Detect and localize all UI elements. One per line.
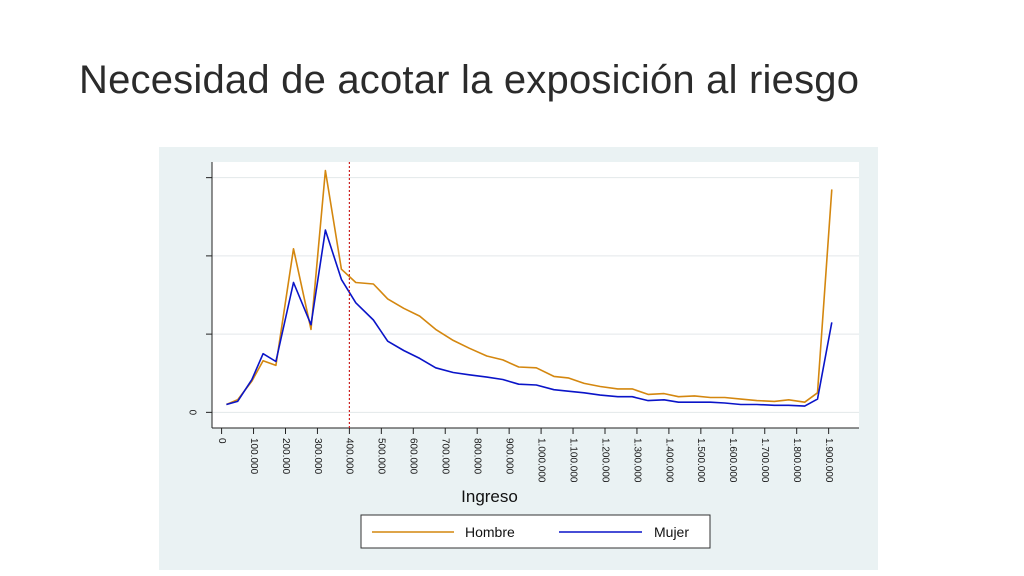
x-tick-label: 1.200.000	[599, 438, 610, 483]
x-tick-label: 1.300.000	[631, 438, 642, 483]
gridlines	[212, 177, 859, 413]
x-tick-label: 800.000	[472, 438, 483, 475]
x-tick-label: 1.500.000	[695, 438, 706, 483]
x-axis-title: Ingreso	[461, 487, 518, 506]
legend-label-hombre: Hombre	[465, 524, 515, 540]
legend: Hombre Mujer	[360, 514, 711, 549]
x-tick-label: 700.000	[440, 438, 451, 475]
x-tick-label: 1.900.000	[823, 438, 834, 483]
x-tick-label: 900.000	[504, 438, 515, 475]
slide-title: Necesidad de acotar la exposición al rie…	[79, 58, 860, 102]
x-tick-label: 1.600.000	[727, 438, 738, 483]
plot-area	[212, 162, 859, 428]
x-tick-label: 0	[216, 438, 227, 444]
x-tick-label: 1.000.000	[535, 438, 546, 483]
x-tick-label: 1.100.000	[567, 438, 578, 483]
income-line-chart: 0 0 100.000 200.000 300.000 400.000 500.000 600…	[189, 162, 859, 549]
x-tick-label: 1.800.000	[791, 438, 802, 483]
series-layer	[226, 169, 833, 407]
axes: 0 0 100.000 200.000 300.000 400.000 500.000 600…	[189, 162, 859, 483]
x-tick-label: 100.000	[248, 438, 259, 475]
x-tick-label: 600.000	[408, 438, 419, 475]
y-tick-label: 0	[189, 409, 200, 415]
series-line-hombre	[226, 169, 833, 406]
chart-frame: 0 0 100.000 200.000 300.000 400.000 500.000 600…	[159, 147, 878, 570]
legend-label-mujer: Mujer	[654, 524, 689, 540]
x-tick-label: 500.000	[376, 438, 387, 475]
x-tick-label: 200.000	[280, 438, 291, 475]
series-line-mujer	[226, 229, 833, 407]
x-tick-label: 1.700.000	[759, 438, 770, 483]
x-tick-label: 400.000	[344, 438, 355, 475]
x-tick-label: 1.400.000	[663, 438, 674, 483]
x-tick-label: 300.000	[312, 438, 323, 475]
